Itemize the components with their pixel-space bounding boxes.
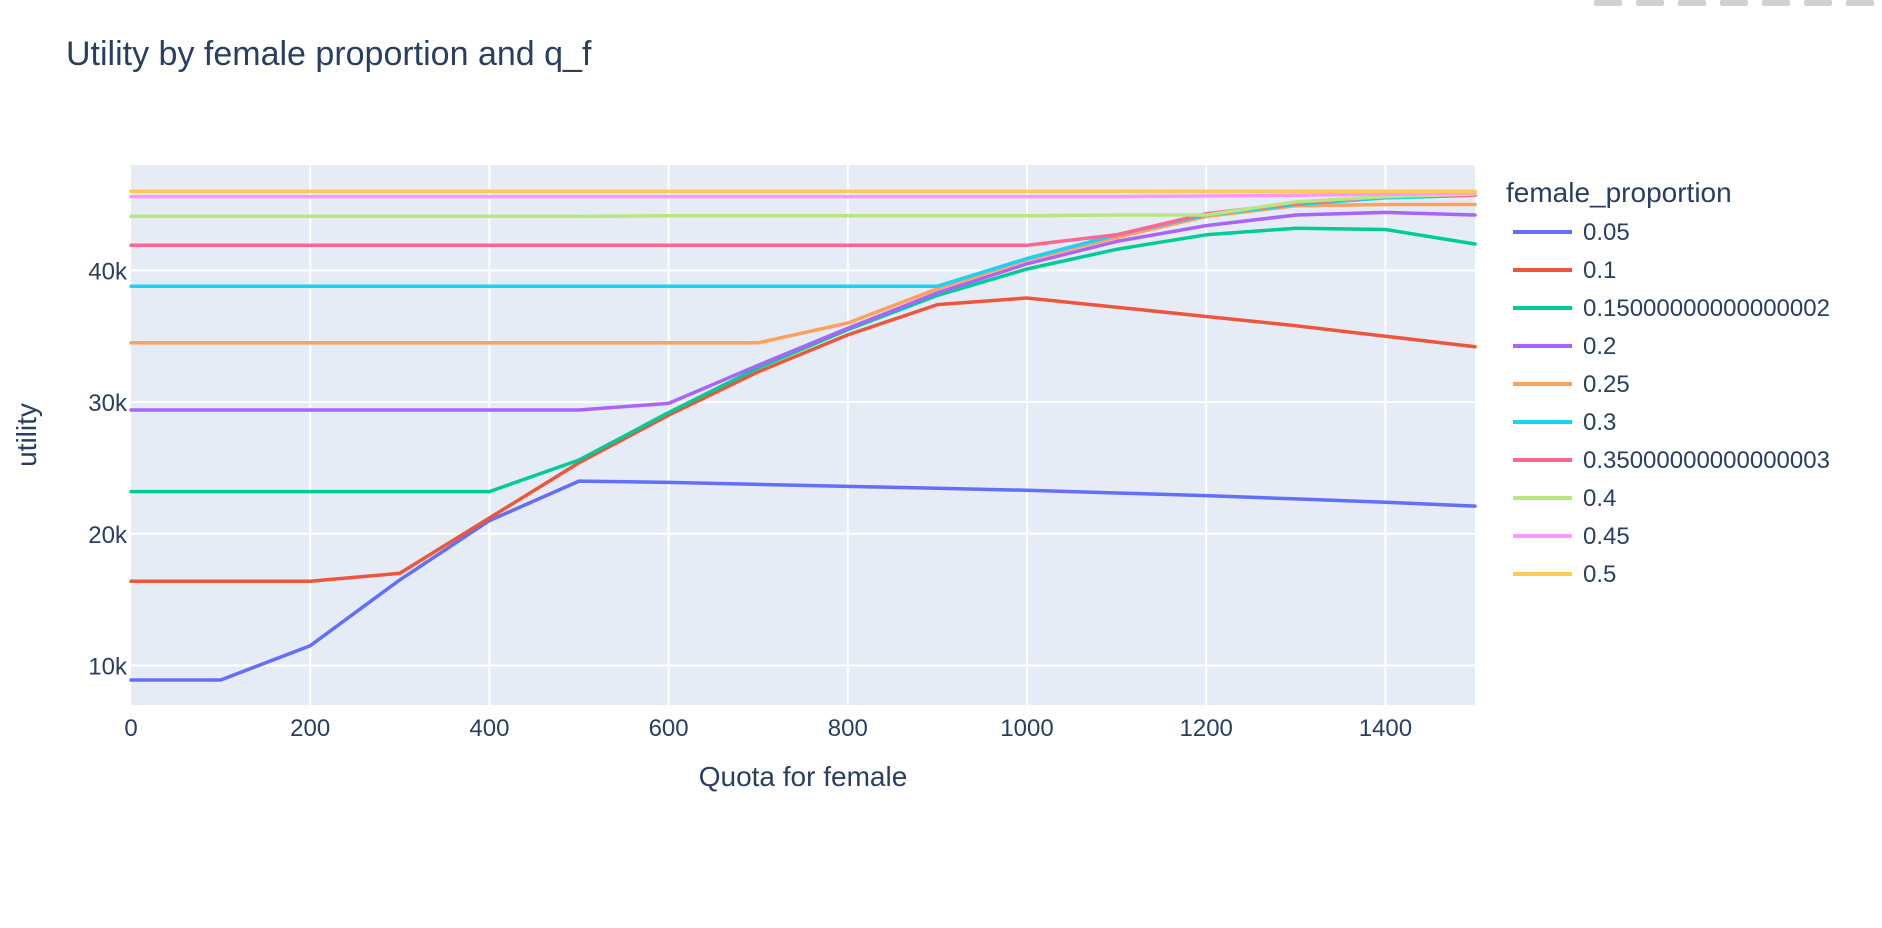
autoscale-icon[interactable] xyxy=(1804,0,1832,6)
reset-axes-icon[interactable] xyxy=(1846,0,1874,6)
legend-label: 0.4 xyxy=(1583,485,1616,512)
legend-item[interactable]: 0.45 xyxy=(1513,523,1630,550)
camera-icon[interactable] xyxy=(1594,0,1622,6)
series-line-2[interactable] xyxy=(129,226,1477,494)
gridlines xyxy=(131,165,1475,705)
legend-label: 0.05 xyxy=(1583,219,1630,246)
pan-icon[interactable] xyxy=(1678,0,1706,6)
legend-label: 0.45 xyxy=(1583,523,1630,550)
series-lines xyxy=(129,189,1477,682)
axis-ticks: 0 200 400 600 800 1000 1200 1400 10k 20k 30k 40k xyxy=(88,258,1412,742)
plot-modebar[interactable] xyxy=(1594,0,1874,10)
legend-label: 0.5 xyxy=(1583,561,1616,588)
x-tick-label: 1200 xyxy=(1180,715,1233,742)
x-tick-label: 800 xyxy=(828,715,868,742)
zoom-out-icon[interactable] xyxy=(1762,0,1790,6)
y-tick-label: 10k xyxy=(88,653,128,680)
legend-label: 0.35000000000000003 xyxy=(1583,447,1830,474)
series-line-0[interactable] xyxy=(129,479,1477,682)
legend-item[interactable]: 0.3 xyxy=(1513,409,1616,436)
legend-label: 0.1 xyxy=(1583,257,1616,284)
legend-item[interactable]: 0.4 xyxy=(1513,485,1616,512)
chart-title: Utility by female proportion and q_f xyxy=(66,35,592,73)
legend-title: female_proportion xyxy=(1506,177,1732,208)
zoom-in-icon[interactable] xyxy=(1720,0,1748,6)
zoom-icon[interactable] xyxy=(1636,0,1664,6)
x-tick-label: 1400 xyxy=(1359,715,1412,742)
legend-item[interactable]: 0.25 xyxy=(1513,371,1630,398)
legend-item[interactable]: 0.1 xyxy=(1513,257,1616,284)
y-tick-label: 40k xyxy=(88,258,128,285)
x-axis-title: Quota for female xyxy=(699,761,908,792)
series-line-1[interactable] xyxy=(129,296,1477,583)
y-axis-title: utility xyxy=(11,403,42,467)
y-tick-label: 30k xyxy=(88,390,128,417)
legend-item[interactable]: 0.15000000000000002 xyxy=(1513,295,1830,322)
legend-item[interactable]: 0.2 xyxy=(1513,333,1616,360)
legend-label: 0.3 xyxy=(1583,409,1616,436)
series-line-3[interactable] xyxy=(129,210,1477,412)
plot-area[interactable] xyxy=(131,165,1475,705)
legend-item[interactable]: 0.35000000000000003 xyxy=(1513,447,1830,474)
x-tick-label: 200 xyxy=(290,715,330,742)
legend-item[interactable]: 0.5 xyxy=(1513,561,1616,588)
legend-label: 0.2 xyxy=(1583,333,1616,360)
y-tick-label: 20k xyxy=(88,522,128,549)
x-tick-label: 400 xyxy=(469,715,509,742)
series-line-8[interactable] xyxy=(129,190,1477,199)
legend-label: 0.15000000000000002 xyxy=(1583,295,1830,322)
legend[interactable]: female_proportion 0.05 0.1 0.1500000000000… xyxy=(1506,177,1830,588)
legend-item[interactable]: 0.05 xyxy=(1513,219,1630,246)
legend-label: 0.25 xyxy=(1583,371,1630,398)
x-tick-label: 600 xyxy=(649,715,689,742)
x-tick-label: 0 xyxy=(124,715,137,742)
series-line-7[interactable] xyxy=(129,192,1477,219)
x-tick-label: 1000 xyxy=(1000,715,1053,742)
